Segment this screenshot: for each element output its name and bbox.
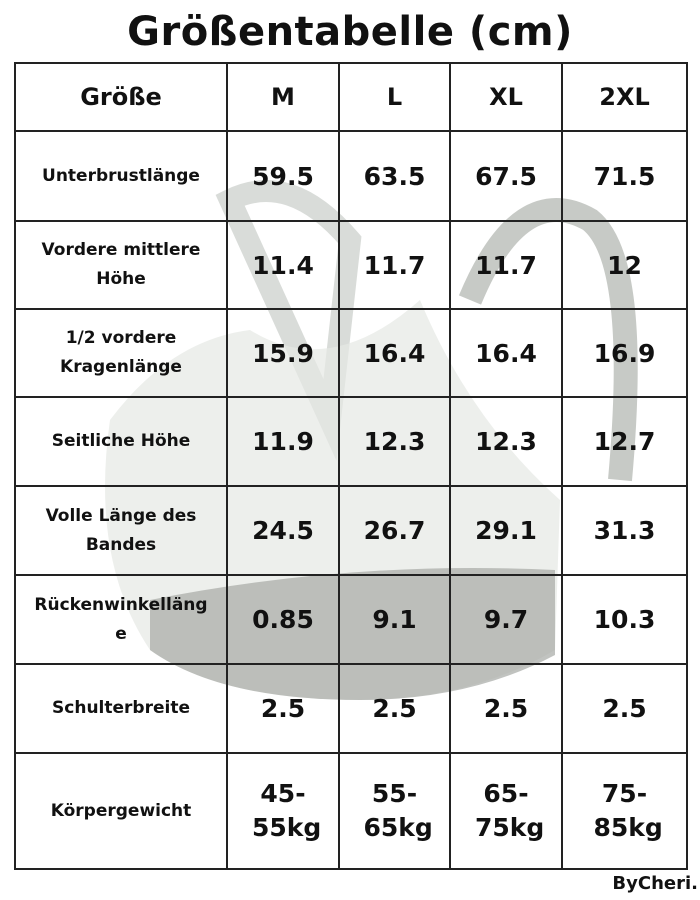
value-cell: 2.5 xyxy=(338,663,451,754)
table-row: Seitliche Höhe 11.9 12.3 12.3 12.7 xyxy=(14,396,688,487)
value-cell: 29.1 xyxy=(449,485,563,576)
value-cell: 71.5 xyxy=(561,130,688,222)
table-body: Unterbrustlänge 59.5 63.5 67.5 71.5 Vordere m… xyxy=(14,130,688,870)
value-cell: 9.1 xyxy=(338,574,451,665)
table-row: 1/2 vordere Kragenlänge 15.9 16.4 16.4 16.9 xyxy=(14,308,688,398)
header-cell: L xyxy=(338,62,451,132)
row-label: Vordere mittlere Höhe xyxy=(14,220,228,310)
value-cell: 2.5 xyxy=(449,663,563,754)
title: Größentabelle (cm) xyxy=(127,9,573,55)
value-cell: 2.5 xyxy=(561,663,688,754)
table-row: Schulterbreite 2.5 2.5 2.5 2.5 xyxy=(14,663,688,754)
value-cell: 55-65kg xyxy=(338,752,451,870)
value-cell: 31.3 xyxy=(561,485,688,576)
value-cell: 2.5 xyxy=(226,663,340,754)
row-label: Unterbrustlänge xyxy=(14,130,228,222)
value-cell: 75-85kg xyxy=(561,752,688,870)
size-table: Größe M L XL 2XL Unterbrustlänge 59.5 63.5 67.5… xyxy=(14,62,688,870)
value-cell: 59.5 xyxy=(226,130,340,222)
value-cell: 0.85 xyxy=(226,574,340,665)
value-cell: 12 xyxy=(561,220,688,310)
header-cell: Größe xyxy=(14,62,228,132)
brand: ByCheri. xyxy=(612,873,698,894)
table-row: Vordere mittlere Höhe 11.4 11.7 11.7 12 xyxy=(14,220,688,310)
table-row: Volle Länge des Bandes 24.5 26.7 29.1 31.3 xyxy=(14,485,688,576)
value-cell: 24.5 xyxy=(226,485,340,576)
value-cell: 12.7 xyxy=(561,396,688,487)
header-cell: M xyxy=(226,62,340,132)
row-label: Volle Länge des Bandes xyxy=(14,485,228,576)
row-label: Seitliche Höhe xyxy=(14,396,228,487)
value-text: 65-75kg xyxy=(475,779,545,842)
value-cell: 16.9 xyxy=(561,308,688,398)
value-cell: 63.5 xyxy=(338,130,451,222)
value-cell: 45-55kg xyxy=(226,752,340,870)
value-cell: 11.7 xyxy=(338,220,451,310)
value-cell: 12.3 xyxy=(449,396,563,487)
value-cell: 11.7 xyxy=(449,220,563,310)
value-text: 55-65kg xyxy=(363,779,433,842)
value-text: 75-85kg xyxy=(593,779,663,842)
value-cell: 67.5 xyxy=(449,130,563,222)
row-label: Rückenwinkellänge xyxy=(14,574,228,665)
value-text: 45-55kg xyxy=(252,779,322,842)
value-cell: 26.7 xyxy=(338,485,451,576)
value-cell: 16.4 xyxy=(338,308,451,398)
table-row: Körpergewicht 45-55kg 55-65kg 65-75kg 75-85k… xyxy=(14,752,688,870)
row-label: 1/2 vordere Kragenlänge xyxy=(14,308,228,398)
value-cell: 9.7 xyxy=(449,574,563,665)
table-row: Unterbrustlänge 59.5 63.5 67.5 71.5 xyxy=(14,130,688,222)
row-label: Körpergewicht xyxy=(14,752,228,870)
header-cell: XL xyxy=(449,62,563,132)
table-row: Rückenwinkellänge 0.85 9.1 9.7 10.3 xyxy=(14,574,688,665)
value-cell: 10.3 xyxy=(561,574,688,665)
value-cell: 65-75kg xyxy=(449,752,563,870)
header-cell: 2XL xyxy=(561,62,688,132)
value-cell: 15.9 xyxy=(226,308,340,398)
value-cell: 11.4 xyxy=(226,220,340,310)
value-cell: 16.4 xyxy=(449,308,563,398)
row-label: Schulterbreite xyxy=(14,663,228,754)
value-cell: 12.3 xyxy=(338,396,451,487)
header-row: Größe M L XL 2XL xyxy=(14,62,688,132)
value-cell: 11.9 xyxy=(226,396,340,487)
